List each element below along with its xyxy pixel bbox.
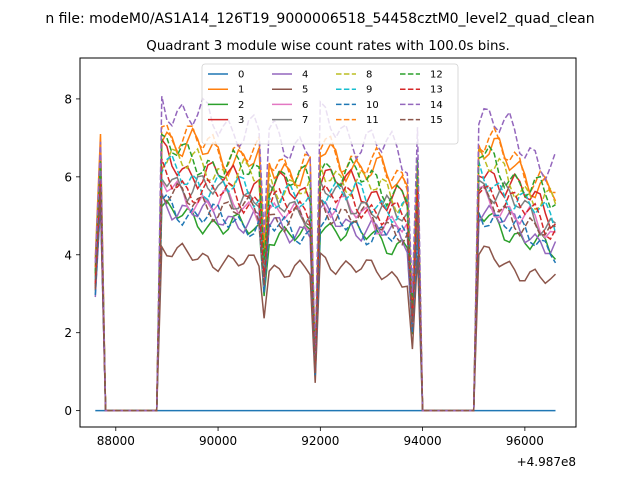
legend-label-7: 7 bbox=[302, 115, 308, 126]
legend-label-5: 5 bbox=[302, 85, 308, 96]
series-line-15 bbox=[94, 182, 556, 412]
plot-series-group bbox=[94, 96, 557, 412]
y-tick-label: 2 bbox=[64, 326, 72, 340]
legend-label-12: 12 bbox=[430, 70, 443, 81]
legend-label-3: 3 bbox=[238, 115, 244, 126]
legend-label-10: 10 bbox=[366, 100, 379, 111]
y-tick-label: 6 bbox=[64, 170, 72, 184]
legend-label-8: 8 bbox=[366, 70, 372, 81]
y-tick-label: 4 bbox=[64, 248, 72, 262]
legend-label-14: 14 bbox=[430, 100, 443, 111]
chart-title: Quadrant 3 module wise count rates with … bbox=[146, 39, 509, 54]
axes-frame bbox=[79, 57, 577, 428]
series-line-11 bbox=[94, 123, 556, 412]
series-line-2 bbox=[94, 157, 557, 412]
x-offset-label: +4.987e8 bbox=[517, 455, 576, 469]
series-line-8 bbox=[94, 146, 557, 412]
legend-label-1: 1 bbox=[238, 85, 244, 96]
legend-label-11: 11 bbox=[366, 115, 379, 126]
axis-ticks: 88000 90000 92000 94000 96000 0 2 4 6 8 bbox=[64, 92, 544, 448]
y-tick-label: 8 bbox=[64, 92, 72, 106]
y-tick-label: 0 bbox=[64, 404, 72, 418]
legend-label-13: 13 bbox=[430, 85, 443, 96]
legend-label-6: 6 bbox=[302, 100, 308, 111]
x-tick-label: 90000 bbox=[199, 434, 237, 448]
legend-label-15: 15 bbox=[430, 115, 443, 126]
legend-label-0: 0 bbox=[238, 70, 244, 81]
figure-suptitle: n file: modeM0/AS1A14_126T19_9000006518_… bbox=[45, 11, 594, 27]
legend-box bbox=[201, 63, 459, 145]
x-tick-label: 94000 bbox=[404, 434, 442, 448]
legend-label-9: 9 bbox=[366, 85, 372, 96]
x-tick-label: 96000 bbox=[506, 434, 544, 448]
series-line-13 bbox=[94, 158, 557, 412]
legend-label-2: 2 bbox=[238, 100, 244, 111]
legend-label-4: 4 bbox=[302, 70, 308, 81]
x-tick-label: 92000 bbox=[301, 434, 339, 448]
x-tick-label: 88000 bbox=[97, 434, 135, 448]
series-line-5 bbox=[94, 192, 557, 412]
